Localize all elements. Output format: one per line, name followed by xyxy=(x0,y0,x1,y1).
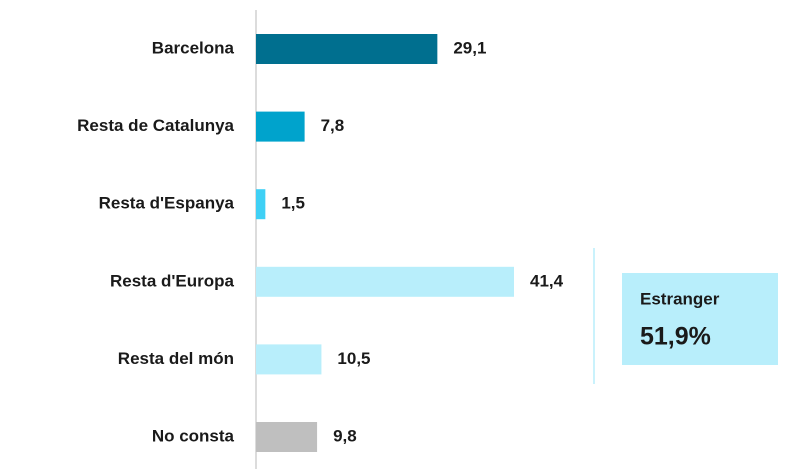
annotation-value: 51,9% xyxy=(640,323,711,351)
value-label: 9,8 xyxy=(333,426,357,445)
bar xyxy=(256,111,305,142)
value-label: 10,5 xyxy=(337,349,370,368)
bar xyxy=(256,34,438,64)
value-label: 41,4 xyxy=(530,271,564,290)
bar xyxy=(256,266,514,297)
bar xyxy=(256,189,266,220)
bar xyxy=(256,422,318,452)
category-label: No consta xyxy=(152,426,235,445)
category-label: Resta d'Europa xyxy=(110,271,235,290)
annotation-box xyxy=(622,273,778,365)
value-label: 29,1 xyxy=(453,38,486,57)
bar xyxy=(256,344,322,375)
value-label: 7,8 xyxy=(321,116,345,135)
category-label: Barcelona xyxy=(152,38,235,57)
category-label: Resta de Catalunya xyxy=(77,116,234,135)
value-label: 1,5 xyxy=(281,194,305,213)
annotation-title: Estranger xyxy=(640,289,720,308)
category-label: Resta del món xyxy=(118,349,234,368)
category-label: Resta d'Espanya xyxy=(99,194,235,213)
